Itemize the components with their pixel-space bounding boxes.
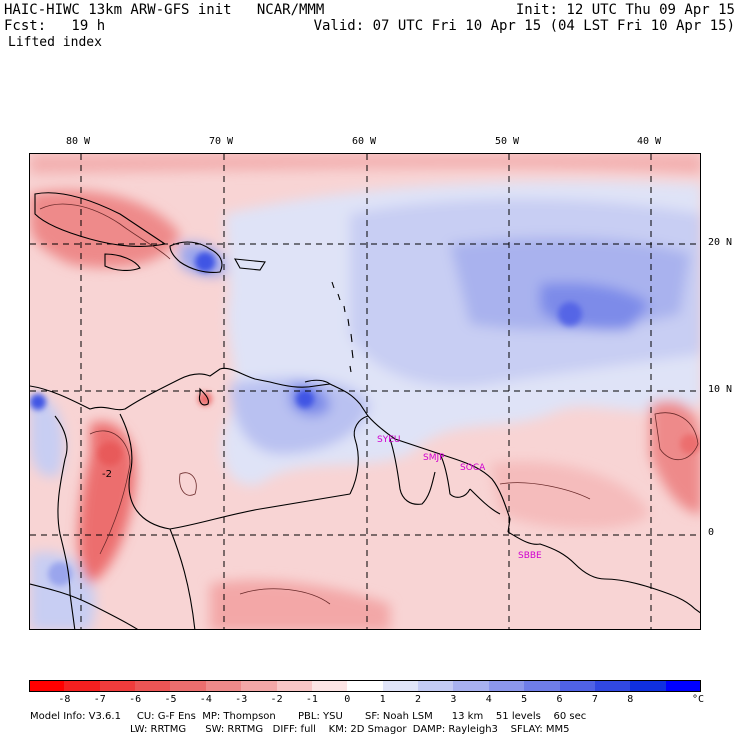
model-info-line-2: LW: RRTMG SW: RRTMG DIFF: full KM: 2D Sm… bbox=[130, 724, 570, 735]
colorbar-tick-label: -3 bbox=[235, 694, 248, 705]
colorbar-tick-label: -7 bbox=[93, 694, 106, 705]
colorbar-tick-label: -5 bbox=[164, 694, 177, 705]
lat-label-0: 0 bbox=[708, 527, 715, 538]
forecast-hour: Fcst: 19 h bbox=[4, 18, 106, 34]
graticule bbox=[30, 154, 700, 629]
lon-label-70w: 70 W bbox=[209, 136, 234, 147]
lon-label-60w: 60 W bbox=[352, 136, 377, 147]
init-time: Init: 12 UTC Thu 09 Apr 15 bbox=[515, 2, 735, 18]
colorbar-frame bbox=[29, 680, 701, 692]
field-shading bbox=[30, 154, 700, 629]
colorbar-tick-label: 1 bbox=[379, 694, 386, 705]
colorbar-cell bbox=[594, 680, 631, 692]
lifted-index-map: -2 SYEU SMJP SOCA SBBE bbox=[29, 153, 701, 630]
colorbar-cell bbox=[347, 680, 384, 692]
colorbar-cell bbox=[135, 680, 171, 692]
colorbar-cell bbox=[418, 680, 454, 692]
stations: SYEU SMJP SOCA SBBE bbox=[377, 435, 542, 561]
colorbar-cell bbox=[665, 680, 702, 692]
colorbar-tick-label: 7 bbox=[591, 694, 598, 705]
colorbar-cell bbox=[524, 680, 561, 692]
station-soca: SOCA bbox=[460, 463, 486, 473]
lon-label-50w: 50 W bbox=[495, 136, 520, 147]
colorbar-cell bbox=[170, 680, 207, 692]
colorbar-cell bbox=[99, 680, 136, 692]
field-name: Lifted index bbox=[8, 35, 102, 50]
colorbar-tick-label: 4 bbox=[485, 694, 492, 705]
colorbar-cell bbox=[559, 680, 596, 692]
station-smjp: SMJP bbox=[423, 453, 445, 463]
colorbar-tick-label: 8 bbox=[627, 694, 634, 705]
colorbar-cell bbox=[382, 680, 419, 692]
colorbar-cell bbox=[630, 680, 667, 692]
colorbar-cell bbox=[488, 680, 525, 692]
colorbar-cell bbox=[453, 680, 490, 692]
contour-label: -2 bbox=[102, 469, 112, 480]
model-info-line-1: Model Info: V3.6.1 CU: G-F Ens MP: Thomp… bbox=[30, 711, 587, 722]
colorbar-unit: °C bbox=[691, 694, 705, 705]
model-title: HAIC-HIWC 13km ARW-GFS init NCAR/MMM bbox=[4, 2, 325, 18]
colorbar-tick-label: -6 bbox=[129, 694, 142, 705]
colorbar-cell bbox=[205, 680, 242, 692]
contour-lines bbox=[39, 203, 699, 605]
colorbar-tick-label: 6 bbox=[556, 694, 563, 705]
colorbar-cell bbox=[64, 680, 101, 692]
lat-label-10n: 10 N bbox=[708, 384, 733, 395]
station-sbbe: SBBE bbox=[518, 551, 542, 561]
colorbar-tick-label: -8 bbox=[58, 694, 71, 705]
lon-label-80w: 80 W bbox=[66, 136, 91, 147]
colorbar-cell bbox=[241, 680, 278, 692]
colorbar-tick-label: 2 bbox=[415, 694, 422, 705]
lat-label-20n: 20 N bbox=[708, 237, 733, 248]
colorbar-cell bbox=[276, 680, 313, 692]
colorbar-tick-label: -4 bbox=[199, 694, 212, 705]
coastlines bbox=[30, 192, 700, 629]
field-detail bbox=[30, 252, 700, 586]
colorbar-tick-label: 3 bbox=[450, 694, 457, 705]
station-syeu: SYEU bbox=[377, 435, 400, 445]
colorbar-tick-label: -1 bbox=[305, 694, 318, 705]
colorbar-tick-label: 0 bbox=[344, 694, 351, 705]
colorbar-tick-label: -2 bbox=[270, 694, 283, 705]
lon-label-40w: 40 W bbox=[637, 136, 662, 147]
colorbar-cell bbox=[311, 680, 348, 692]
map-canvas: -2 SYEU SMJP SOCA SBBE bbox=[30, 154, 700, 629]
colorbar-tick-label: 5 bbox=[521, 694, 528, 705]
valid-time: Valid: 07 UTC Fri 10 Apr 15 (04 LST Fri … bbox=[313, 18, 735, 34]
